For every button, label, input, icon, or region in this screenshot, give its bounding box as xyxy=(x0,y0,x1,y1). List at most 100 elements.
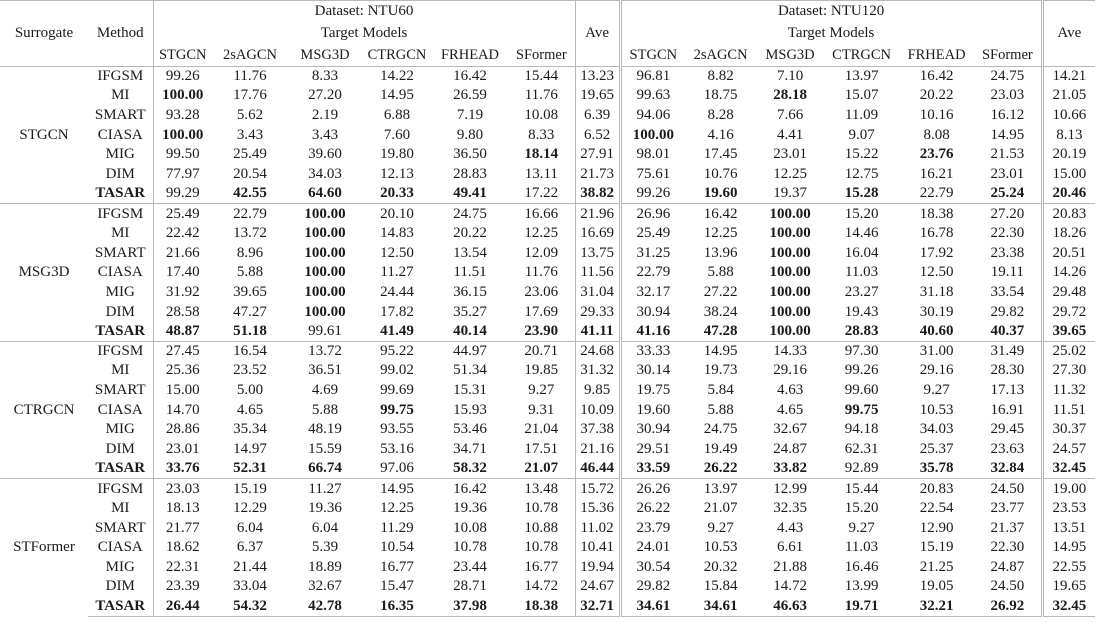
value-cell: 26.22 xyxy=(618,498,686,519)
value-cell: 11.09 xyxy=(844,107,879,124)
table-row: DIM 23.01 14.97 15.59 53.16 34.71 17.51 21.16 29… xyxy=(0,439,1096,460)
value-cell: 14.33 xyxy=(756,340,825,362)
target-models-ntu60-header: Target Models xyxy=(152,22,576,45)
value-cell: 10.78 xyxy=(453,539,487,556)
value-cell: 12.50 xyxy=(380,244,414,261)
value-cell: 53.16 xyxy=(380,440,414,457)
value-cell: 19.71 xyxy=(824,596,900,617)
value-cell: 13.99 xyxy=(844,578,879,595)
value-cell: 75.61 xyxy=(618,164,686,185)
value-cell: 23.39 xyxy=(152,577,212,597)
value-cell: 15.93 xyxy=(453,401,487,418)
method-label: CIASA xyxy=(97,401,143,418)
value-cell: 28.71 xyxy=(453,578,487,595)
table-row: SMART 15.00 5.00 4.69 99.69 15.31 9.27 9.85 19.7… xyxy=(0,380,1096,401)
average-cell: 11.56 xyxy=(574,262,621,283)
average-cell: 24.68 xyxy=(574,340,621,362)
value-cell: 99.50 xyxy=(152,145,212,165)
value-cell: 23.44 xyxy=(453,558,487,575)
value-cell: 14.22 xyxy=(362,66,432,87)
value-cell: 22.42 xyxy=(152,223,212,244)
value-cell: 11.27 xyxy=(288,478,362,499)
value-cell: 6.88 xyxy=(383,107,411,124)
table-row: MSG3D IFGSM 25.49 22.79 100.00 20.10 24.75 16.6… xyxy=(0,203,1096,342)
value-cell: 27.20 xyxy=(974,203,1043,224)
model-header-frhead: FRHEAD xyxy=(907,46,966,63)
value-cell: 28.30 xyxy=(990,362,1025,379)
value-cell: 13.96 xyxy=(703,244,738,261)
value-cell: 4.43 xyxy=(776,519,804,536)
value-cell: 22.31 xyxy=(152,557,212,578)
value-cell: 26.26 xyxy=(618,478,686,499)
table-row: CTRGCN IFGSM 27.45 16.54 13.72 95.22 44.97 20.7… xyxy=(0,340,1096,479)
value-cell: 44.97 xyxy=(432,340,508,362)
method-label: SMART xyxy=(94,382,146,399)
value-cell: 24.87 xyxy=(773,440,807,457)
value-cell: 58.32 xyxy=(453,460,487,477)
value-cell: 27.20 xyxy=(308,87,342,104)
value-cell: 34.03 xyxy=(919,421,954,438)
average-cell: 29.72 xyxy=(1040,302,1096,322)
value-cell: 9.07 xyxy=(848,126,875,143)
average-cell: 30.37 xyxy=(1040,420,1096,440)
value-cell: 16.91 xyxy=(990,401,1025,418)
method-label: DIM xyxy=(105,303,135,320)
value-cell: 20.22 xyxy=(453,224,487,241)
dataset-ntu120-header: Dataset: NTU120 xyxy=(618,0,1043,23)
value-cell: 16.66 xyxy=(508,203,576,224)
value-cell: 38.24 xyxy=(703,303,738,320)
value-cell: 13.54 xyxy=(453,244,487,261)
value-cell: 20.10 xyxy=(362,203,432,224)
table-row: MI 25.36 23.52 36.51 99.02 51.34 19.85 31.32 30.… xyxy=(0,361,1096,381)
value-cell: 10.53 xyxy=(919,401,954,418)
value-cell: 15.19 xyxy=(919,539,954,556)
value-cell: 23.03 xyxy=(152,478,212,499)
value-cell: 6.04 xyxy=(311,519,339,536)
value-cell: 33.33 xyxy=(618,340,686,362)
value-cell: 19.60 xyxy=(618,400,686,421)
value-cell: 32.35 xyxy=(773,499,807,516)
table-row: DIM 77.97 20.54 34.03 12.13 28.83 13.11 21.73 75… xyxy=(0,164,1096,185)
value-cell: 39.65 xyxy=(233,283,267,300)
average-cell: 24.57 xyxy=(1040,439,1096,460)
value-cell: 16.12 xyxy=(990,107,1025,124)
value-cell: 2.19 xyxy=(311,107,339,124)
value-cell: 22.54 xyxy=(919,499,954,516)
value-cell: 12.25 xyxy=(773,166,807,183)
value-cell: 11.27 xyxy=(380,264,414,281)
method-label: CIASA xyxy=(97,126,143,143)
value-cell: 18.14 xyxy=(524,146,559,163)
average-cell: 13.75 xyxy=(574,243,621,263)
value-cell: 32.67 xyxy=(308,578,342,595)
method-label: TASAR xyxy=(95,460,146,477)
value-cell: 24.75 xyxy=(974,66,1043,87)
value-cell: 49.41 xyxy=(453,185,487,202)
method-label: DIM xyxy=(105,166,135,183)
value-cell: 15.44 xyxy=(508,66,576,87)
value-cell: 54.32 xyxy=(212,596,288,617)
value-cell: 28.18 xyxy=(773,87,807,104)
table-row: MI 100.00 17.76 27.20 14.95 26.59 11.76 19.65 99… xyxy=(0,86,1096,106)
value-cell: 12.50 xyxy=(919,264,954,281)
value-cell: 12.25 xyxy=(703,224,738,241)
value-cell: 25.24 xyxy=(990,185,1025,202)
value-cell: 9.27 xyxy=(707,519,734,536)
value-cell: 24.44 xyxy=(380,283,414,300)
value-cell: 9.31 xyxy=(528,401,555,418)
value-cell: 23.63 xyxy=(990,440,1025,457)
value-cell: 35.78 xyxy=(919,460,954,477)
value-cell: 16.77 xyxy=(380,558,414,575)
value-cell: 25.49 xyxy=(233,146,267,163)
value-cell: 14.83 xyxy=(380,224,414,241)
average-cell: 16.69 xyxy=(574,223,621,244)
value-cell: 93.28 xyxy=(152,105,212,126)
table-row: SMART 21.66 8.96 100.00 12.50 13.54 12.09 13.75… xyxy=(0,243,1096,263)
value-cell: 29.16 xyxy=(919,362,954,379)
value-cell: 41.16 xyxy=(618,321,686,342)
value-cell: 30.54 xyxy=(618,557,686,578)
value-cell: 36.15 xyxy=(453,283,487,300)
model-header-stgcn: STGCN xyxy=(152,44,212,67)
method-label: CIASA xyxy=(97,539,143,556)
table-row: MI 18.13 12.29 19.36 12.25 19.36 10.78 15.36 26.… xyxy=(0,498,1096,519)
value-cell: 16.42 xyxy=(685,203,757,224)
